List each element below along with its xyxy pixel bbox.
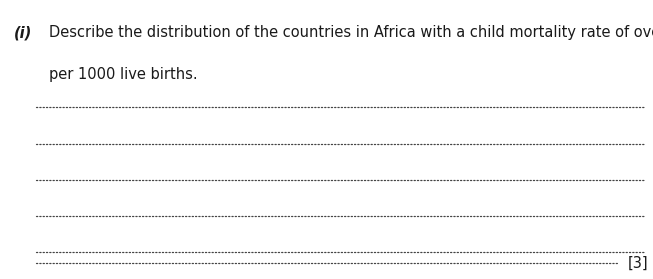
Text: [3]: [3] — [628, 255, 648, 270]
Text: (i): (i) — [14, 25, 33, 40]
Text: Describe the distribution of the countries in Africa with a child mortality rate: Describe the distribution of the countri… — [49, 25, 653, 40]
Text: per 1000 live births.: per 1000 live births. — [49, 67, 198, 82]
